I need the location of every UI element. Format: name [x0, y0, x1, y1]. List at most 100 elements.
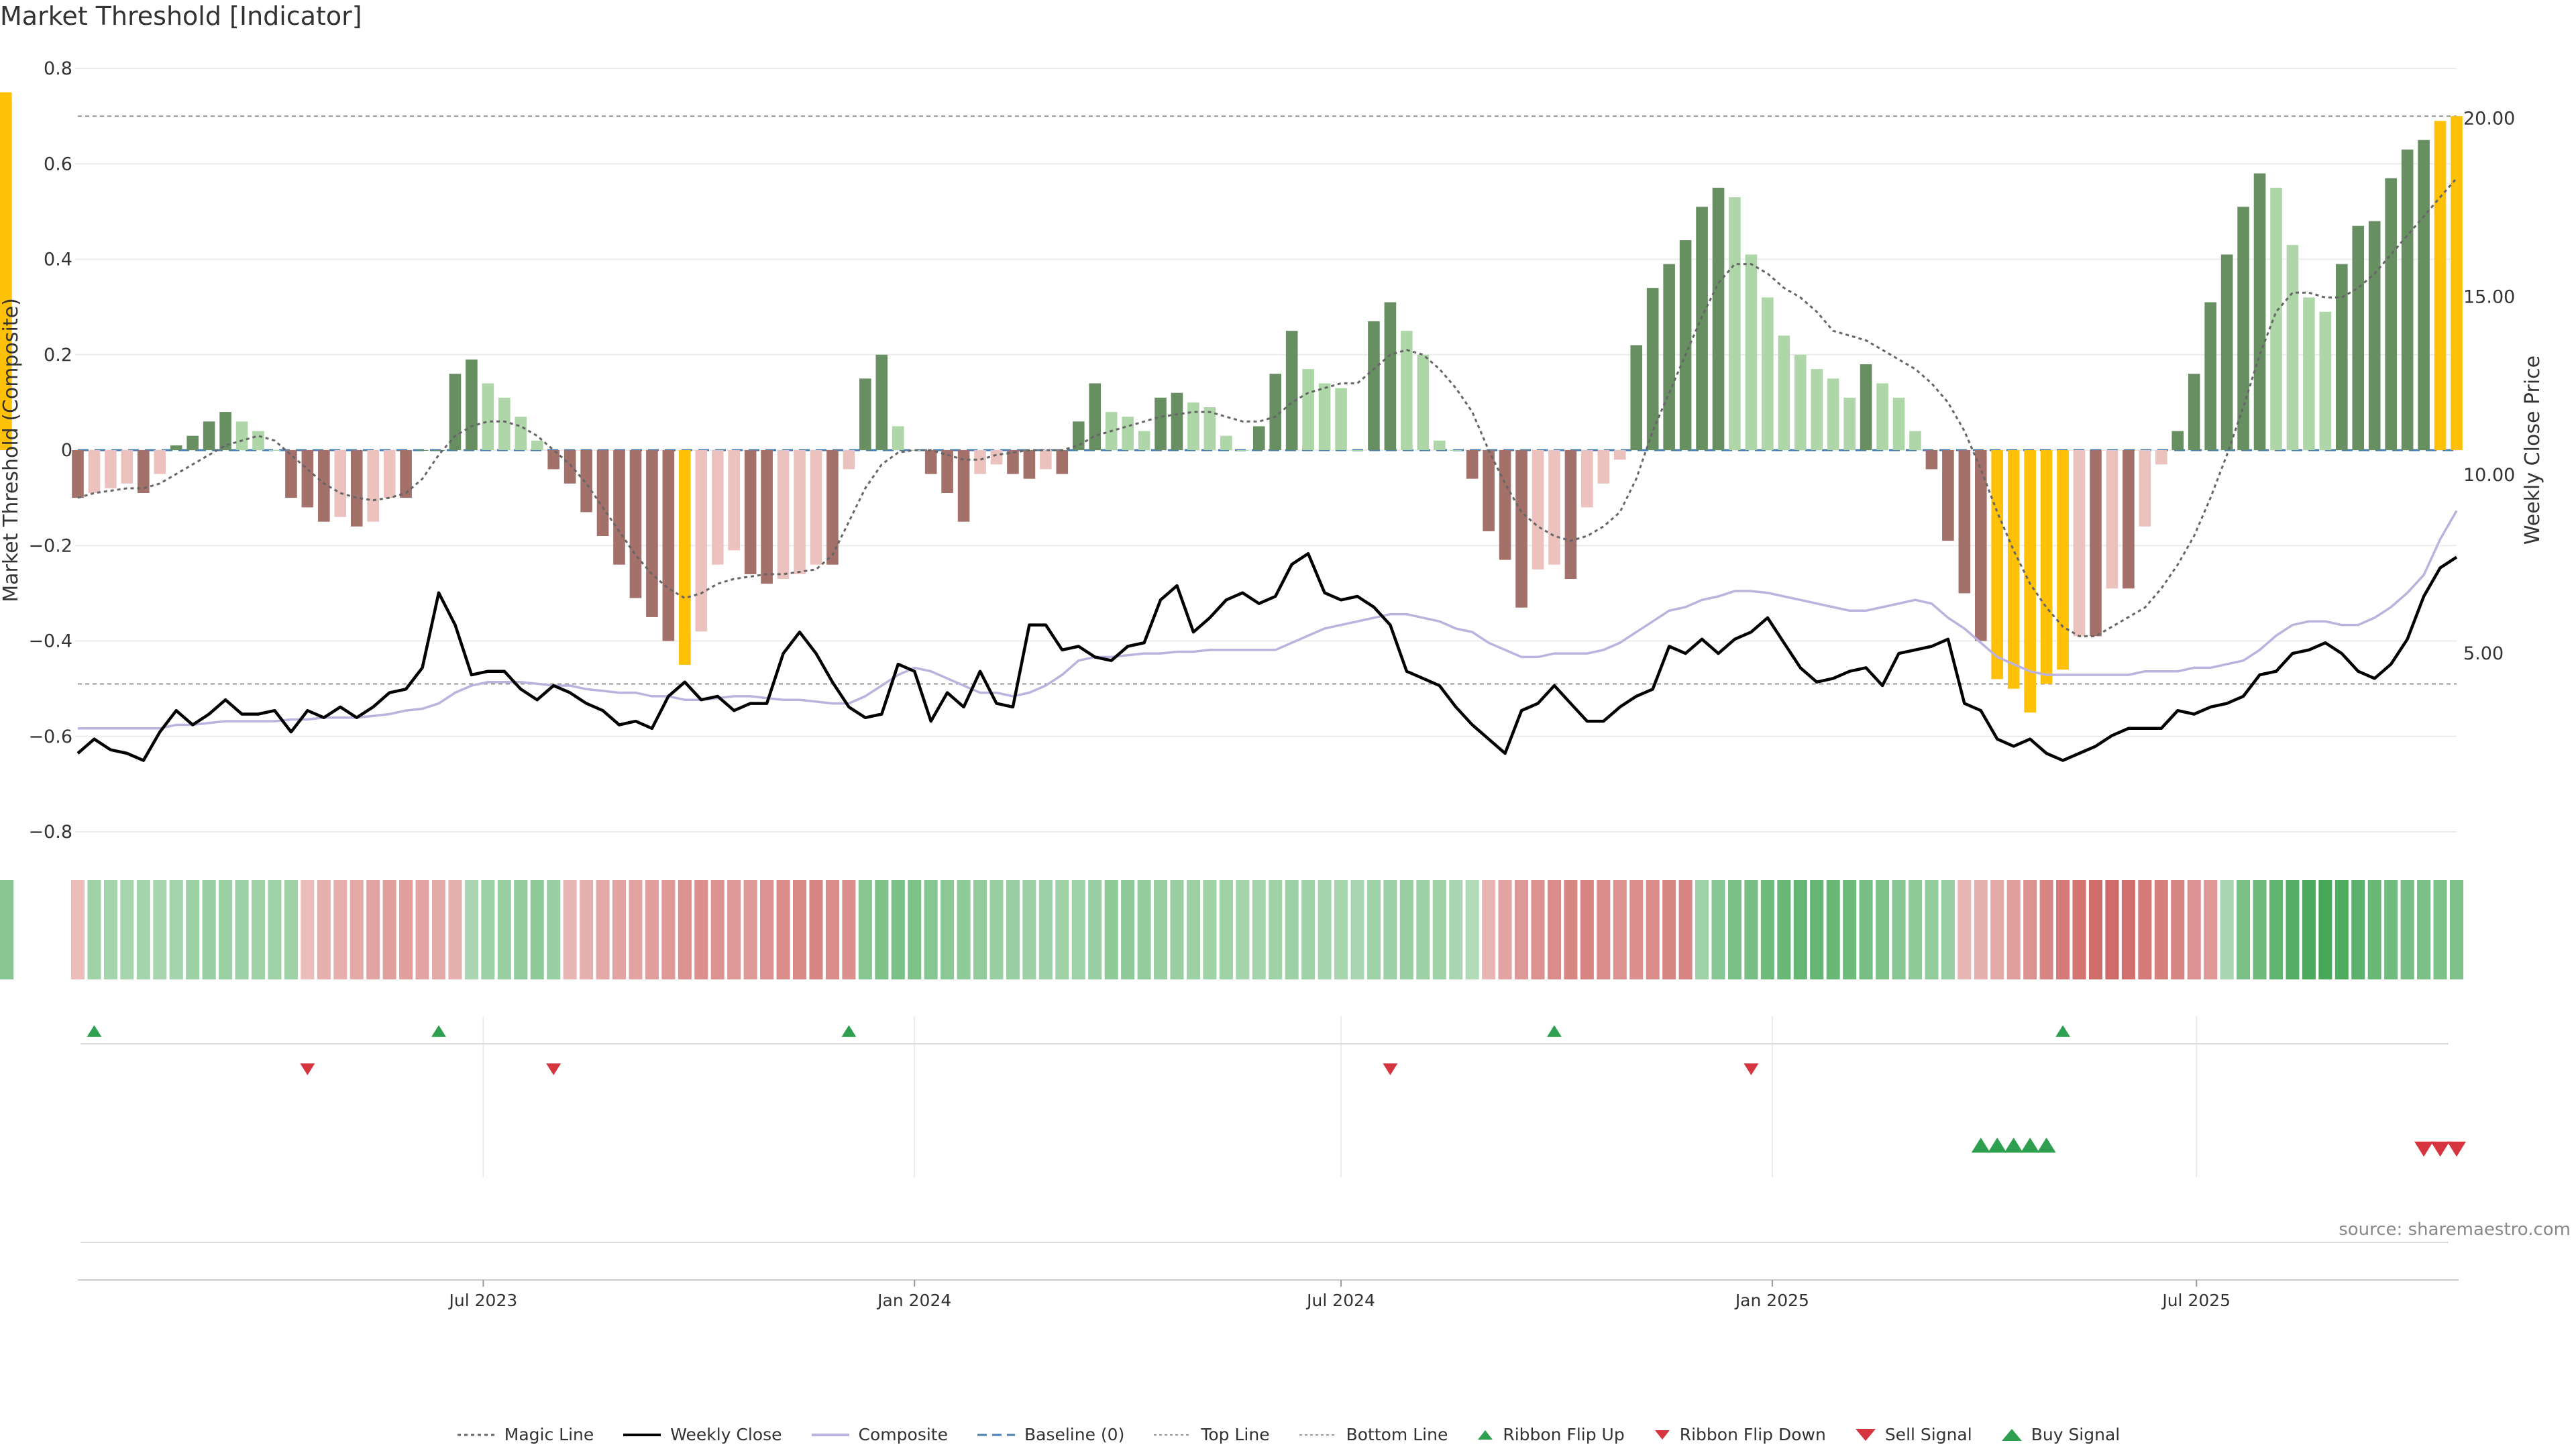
composite-bar [88, 450, 101, 494]
ribbon-cell [1154, 880, 1168, 979]
ribbon-cell [2449, 880, 2464, 979]
composite-bar [1925, 450, 1938, 470]
ribbon-cell [1006, 880, 1020, 979]
y-left-tick-label: 0.8 [44, 58, 72, 79]
buy-signal-marker [1988, 1137, 2007, 1153]
legend-label-top-line: Top Line [1201, 1425, 1270, 1444]
ribbon-cell [2220, 880, 2234, 979]
composite-bar [892, 426, 904, 450]
legend-item-ribbon-flip-down: Ribbon Flip Down [1653, 1425, 1826, 1444]
grid-lines [75, 68, 2457, 1177]
ribbon-cell [1170, 880, 1184, 979]
ribbon-cell [743, 880, 757, 979]
legend-item-weekly-close: Weekly Close [622, 1425, 782, 1444]
ribbon-flip-down-marker [1383, 1063, 1398, 1075]
legend-label-bottom-line: Bottom Line [1346, 1425, 1448, 1444]
ribbon-cell [875, 880, 889, 979]
ribbon-cell [399, 880, 413, 979]
composite-bar [826, 450, 839, 565]
ribbon-cell [87, 880, 101, 979]
composite-bar [2303, 297, 2315, 450]
ribbon-cell [1137, 880, 1151, 979]
composite-bar [974, 450, 986, 474]
composite-bar [400, 450, 412, 498]
ribbon-cell [989, 880, 1004, 979]
buy-signal-marker [2037, 1137, 2056, 1153]
ribbon-cell [186, 880, 200, 979]
ribbon-cell [793, 880, 807, 979]
composite-bar [1236, 450, 1249, 451]
sell-signal-marker [2414, 1141, 2434, 1157]
ribbon-cell [1219, 880, 1233, 979]
ribbon-cell [366, 880, 380, 979]
ribbon-cell [2351, 880, 2365, 979]
composite-bar [318, 450, 330, 522]
source-note: source: sharemaestro.com [2339, 1220, 2571, 1240]
ribbon-cell [1071, 880, 1085, 979]
ribbon-cell [1186, 880, 1200, 979]
signal-lanes [80, 1025, 2466, 1243]
ribbon-flip-up-marker [431, 1025, 447, 1037]
legend-swatch-bottom-line [1299, 1434, 1337, 1436]
composite-bar [2171, 431, 2184, 450]
ribbon-cell [941, 880, 955, 979]
ribbon-cell [547, 880, 561, 979]
ribbon-cell [1974, 880, 1988, 979]
ribbon-cell [2433, 880, 2447, 979]
composite-bar [1466, 450, 1479, 479]
ribbon-cell [1318, 880, 1332, 979]
ribbon-cell [2056, 880, 2070, 979]
composite-bar [268, 450, 281, 451]
ribbon-cell [1055, 880, 1069, 979]
composite-bar [1368, 321, 1380, 450]
composite-bar [2073, 450, 2086, 637]
composite-bar [1335, 388, 1347, 450]
composite-bar [547, 450, 560, 470]
composite-bar [1450, 450, 1462, 451]
composite-bar [1696, 207, 1708, 450]
composite-bar [1729, 197, 1741, 450]
legend-item-baseline: Baseline (0) [976, 1425, 1124, 1444]
ribbon-cell [2121, 880, 2135, 979]
composite-bar [1089, 383, 1102, 450]
composite-bar [2024, 450, 2036, 713]
composite-bar [2385, 178, 2397, 450]
ribbon-cell [1908, 880, 1923, 979]
composite-bar [367, 450, 379, 522]
ribbon-cell [1826, 880, 1840, 979]
composite-bar [1712, 187, 1725, 450]
ribbon-cell [924, 880, 938, 979]
ribbon-cell [431, 880, 446, 979]
composite-bar [186, 435, 199, 450]
legend-swatch-top-line [1154, 1434, 1192, 1436]
ribbon-cell [1941, 880, 1955, 979]
legend-label-weekly-close: Weekly Close [670, 1425, 782, 1444]
y-left-tick-label: −0.2 [28, 535, 72, 556]
composite-bar [941, 450, 953, 494]
composite-bar [433, 450, 445, 451]
composite-bar [2090, 450, 2102, 637]
ribbon-flip-up-icon [1478, 1430, 1493, 1440]
composite-bar [1532, 450, 1544, 570]
composite-bar [1187, 402, 1199, 450]
composite-bar [203, 421, 215, 450]
composite-bar [0, 92, 12, 450]
composite-bar [350, 450, 363, 527]
y-right-tick-label: 10.00 [2463, 465, 2515, 486]
legend-item-magic-line: Magic Line [456, 1425, 594, 1444]
composite-bar [105, 450, 117, 488]
y-left-axis-label: Market Threshold (Composite) [0, 298, 23, 602]
ribbon-cell [629, 880, 643, 979]
composite-bar [875, 354, 888, 450]
ribbon-cell [1285, 880, 1299, 979]
ribbon-cell [2006, 880, 2021, 979]
ribbon-cell [1760, 880, 1774, 979]
ribbon-cell [1366, 880, 1381, 979]
ribbon-cell [153, 880, 167, 979]
ribbon-cell [1416, 880, 1430, 979]
legend-item-buy-signal: Buy Signal [2000, 1425, 2120, 1444]
composite-bar [252, 431, 264, 450]
y-left-tick-label: 0.4 [44, 250, 72, 270]
composite-bar [662, 450, 675, 641]
composite-bar [679, 450, 691, 665]
